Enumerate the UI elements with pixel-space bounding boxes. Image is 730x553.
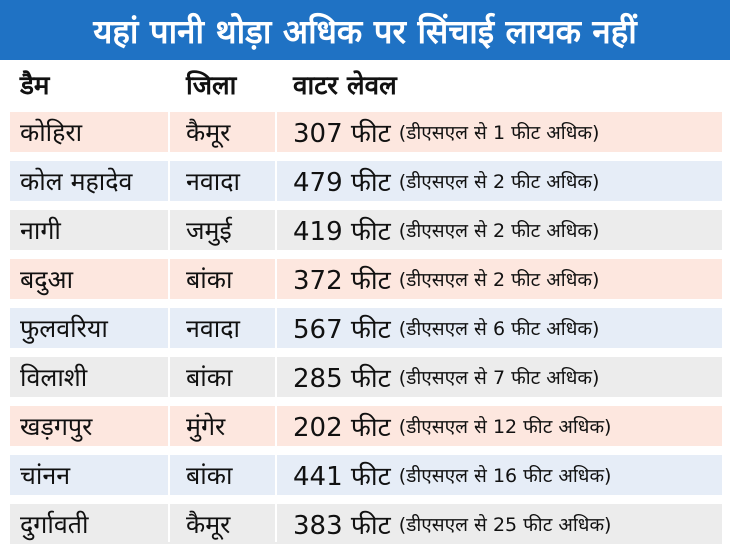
water-level-cell: 372 फीट (डीएसएल से 2 फीट अधिक) xyxy=(293,259,599,299)
water-level-note: (डीएसएल से 2 फीट अधिक) xyxy=(398,269,600,291)
district-name: नवादा xyxy=(186,167,241,196)
water-level-cell: 441 फीट (डीएसएल से 16 फीट अधिक) xyxy=(293,455,611,495)
table-row: कोहिरा कैमूर 307 फीट (डीएसएल से 1 फीट अधिक) xyxy=(10,112,722,152)
water-level-note: (डीएसएल से 2 फीट अधिक) xyxy=(398,220,600,242)
district-name: बांका xyxy=(186,461,233,490)
water-level-value: 479 फीट xyxy=(293,168,391,198)
table-row: विलाशी बांका 285 फीट (डीएसएल से 7 फीट अधिक) xyxy=(10,357,722,397)
water-level-value: 202 फीट xyxy=(293,413,391,443)
water-level-note: (डीएसएल से 25 फीट अधिक) xyxy=(398,514,612,536)
water-level-note: (डीएसएल से 16 फीट अधिक) xyxy=(398,465,612,487)
table-row: चांनन बांका 441 फीट (डीएसएल से 16 फीट अधिक) xyxy=(10,455,722,495)
dam-name: नागी xyxy=(20,216,61,245)
table-body: कोहिरा कैमूर 307 फीट (डीएसएल से 1 फीट अधिक)… xyxy=(10,112,722,544)
column-divider xyxy=(275,64,277,542)
dam-name: फुलवरिया xyxy=(20,314,108,343)
district-name: कैमूर xyxy=(186,118,231,147)
water-level-table: डैम जिला वाटर लेवल कोहिरा कैमूर 307 फीट (डी… xyxy=(10,64,722,553)
water-level-value: 372 फीट xyxy=(293,266,391,296)
water-level-note: (डीएसएल से 12 फीट अधिक) xyxy=(398,416,612,438)
water-level-cell: 383 फीट (डीएसएल से 25 फीट अधिक) xyxy=(293,504,611,544)
table-row: फुलवरिया नवादा 567 फीट (डीएसएल से 6 फीट अधि… xyxy=(10,308,722,348)
dam-name: खड़गपुर xyxy=(20,412,93,441)
water-level-note: (डीएसएल से 1 फीट अधिक) xyxy=(398,122,600,144)
water-level-cell: 202 फीट (डीएसएल से 12 फीट अधिक) xyxy=(293,406,611,446)
page-title: यहां पानी थोड़ा अधिक पर सिंचाई लायक नहीं xyxy=(0,0,730,60)
water-level-value: 567 फीट xyxy=(293,315,391,345)
district-name: बांका xyxy=(186,265,233,294)
dam-name: दुर्गावती xyxy=(20,510,89,539)
water-level-note: (डीएसएल से 2 फीट अधिक) xyxy=(398,171,600,193)
header-district: जिला xyxy=(186,71,237,101)
district-name: नवादा xyxy=(186,314,241,343)
water-level-cell: 479 फीट (डीएसएल से 2 फीट अधिक) xyxy=(293,161,599,201)
header-dam: डैम xyxy=(20,71,50,101)
water-level-cell: 307 फीट (डीएसएल से 1 फीट अधिक) xyxy=(293,112,599,152)
water-level-value: 419 फीट xyxy=(293,217,391,247)
district-name: कैमूर xyxy=(186,510,231,539)
water-level-note: (डीएसएल से 6 फीट अधिक) xyxy=(398,318,600,340)
water-level-value: 307 फीट xyxy=(293,119,391,149)
column-divider xyxy=(168,64,170,542)
water-level-value: 285 फीट xyxy=(293,364,391,394)
district-name: जमुई xyxy=(186,216,232,245)
table-row: खड़गपुर मुंगेर 202 फीट (डीएसएल से 12 फीट अध… xyxy=(10,406,722,446)
dam-name: विलाशी xyxy=(20,363,88,392)
dam-name: चांनन xyxy=(20,461,71,490)
header-water-level: वाटर लेवल xyxy=(293,71,397,101)
water-level-cell: 567 फीट (डीएसएल से 6 फीट अधिक) xyxy=(293,308,599,348)
table-row: बदुआ बांका 372 फीट (डीएसएल से 2 फीट अधिक) xyxy=(10,259,722,299)
district-name: मुंगेर xyxy=(186,412,226,441)
dam-name: बदुआ xyxy=(20,265,74,294)
water-level-cell: 419 फीट (डीएसएल से 2 फीट अधिक) xyxy=(293,210,599,250)
water-level-value: 383 फीट xyxy=(293,511,391,541)
table-row: दुर्गावती कैमूर 383 फीट (डीएसएल से 25 फीट अ… xyxy=(10,504,722,544)
water-level-value: 441 फीट xyxy=(293,462,391,492)
dam-name: कोल महादेव xyxy=(20,167,133,196)
district-name: बांका xyxy=(186,363,233,392)
table-row: नागी जमुई 419 फीट (डीएसएल से 2 फीट अधिक) xyxy=(10,210,722,250)
water-level-cell: 285 फीट (डीएसएल से 7 फीट अधिक) xyxy=(293,357,599,397)
table-header-row: डैम जिला वाटर लेवल xyxy=(10,64,722,104)
table-row: कोल महादेव नवादा 479 फीट (डीएसएल से 2 फीट अ… xyxy=(10,161,722,201)
water-level-note: (डीएसएल से 7 फीट अधिक) xyxy=(398,367,600,389)
dam-name: कोहिरा xyxy=(20,118,83,147)
